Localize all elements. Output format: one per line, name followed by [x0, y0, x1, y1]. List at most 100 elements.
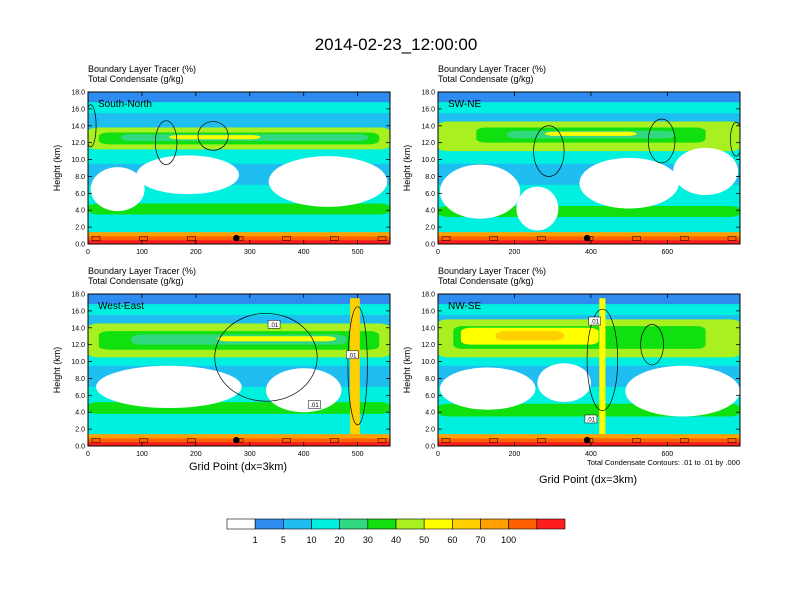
x-tick-label: 400 — [298, 249, 310, 256]
contour-label-1: .01 — [270, 323, 279, 329]
y-tick-label: 14.0 — [71, 325, 85, 332]
surface-contour-box — [377, 236, 387, 241]
x-tick-label: 200 — [190, 451, 202, 458]
y-tick-label: 12.0 — [71, 342, 85, 349]
x-axis-title-right: Grid Point (dx=3km) — [539, 474, 637, 486]
field-layer-top — [88, 113, 390, 130]
surface-contour-box — [187, 236, 196, 241]
panels-group: 0.0 2.0 4.0 6.0 8.0 10.0 12.0 14.0 16.0 18.0 0 100 2… — [52, 64, 741, 458]
colorbar-box-9 — [452, 518, 481, 530]
clear-region-3 — [268, 156, 388, 207]
location-marker — [583, 436, 591, 444]
y-axis-title: Height (km) — [402, 145, 412, 192]
convective-tower-1 — [350, 298, 360, 446]
heatmap-field: .01 .01 — [438, 294, 740, 446]
left-string-tracer: Boundary Layer Tracer (%) — [88, 64, 196, 74]
y-tick-label: 0.0 — [75, 242, 85, 249]
left-string-tracer: Boundary Layer Tracer (%) — [88, 266, 196, 276]
y-tick-label: 18.0 — [71, 90, 85, 97]
colorbar-box-10 — [480, 518, 509, 530]
y-tick-label: 0.0 — [425, 444, 435, 451]
panel-4: .01 .01 0.0 2.0 4.0 6.0 8.0 10.0 12.0 14.0 16.0 18.… — [402, 266, 741, 458]
y-tick-label: 16.0 — [421, 106, 435, 113]
left-string-condensate: Total Condensate (g/kg) — [88, 74, 184, 84]
y-tick-label: 16.0 — [421, 308, 435, 315]
field-layer-cap — [438, 294, 740, 305]
location-marker — [233, 436, 240, 444]
y-axis-title: Height (km) — [52, 347, 62, 394]
colorbar-label: 10 — [306, 535, 316, 545]
panel-label: South-North — [98, 99, 152, 110]
colorbar-label: 60 — [447, 535, 457, 545]
contour-label-1: .01 — [591, 320, 600, 326]
surface-contour-box — [489, 438, 498, 443]
surface-contour-box — [680, 236, 689, 241]
condensate-contour-2 — [647, 118, 676, 164]
contour-label-2: .01 — [587, 417, 596, 423]
field-layer-cap — [88, 92, 390, 103]
left-string-condensate: Total Condensate (g/kg) — [438, 276, 534, 286]
x-tick-label: 0 — [86, 451, 90, 458]
condensate-contour-1 — [533, 125, 565, 177]
colorbar: 1 5 10 20 30 40 50 60 70 100 — [226, 518, 566, 545]
colorbar-box-3 — [283, 518, 312, 530]
clear-region-2 — [516, 186, 559, 231]
surface-contour-box — [441, 438, 451, 443]
colorbar-label: 5 — [281, 535, 286, 545]
colorbar-box-5 — [339, 518, 369, 530]
y-tick-label: 8.0 — [75, 174, 85, 181]
condensate-contour-3 — [730, 122, 740, 157]
surface-contour-box — [282, 438, 291, 443]
x-tick-label: 100 — [136, 451, 148, 458]
field-band-4 — [495, 331, 565, 341]
colorbar-box-1 — [226, 518, 256, 530]
surface-contour-box — [91, 236, 101, 241]
field-band-5 — [88, 203, 390, 215]
y-tick-label: 8.0 — [425, 376, 435, 383]
y-tick-label: 6.0 — [425, 393, 435, 400]
surface-contour-box — [282, 236, 291, 241]
condensate-contour-3 — [88, 104, 97, 148]
y-tick-label: 18.0 — [71, 292, 85, 299]
condensate-contour-1 — [155, 120, 178, 165]
x-tick-label: 200 — [190, 249, 202, 256]
y-tick-label: 12.0 — [421, 342, 435, 349]
y-tick-label: 10.0 — [71, 359, 85, 366]
boundary-layer-crimson — [88, 442, 390, 446]
contour-label-3: .01 — [310, 403, 319, 409]
colorbar-label: 40 — [391, 535, 401, 545]
y-tick-label: 0.0 — [75, 444, 85, 451]
y-tick-label: 18.0 — [421, 90, 435, 97]
boundary-layer-crimson — [438, 240, 740, 244]
condensate-contour-1 — [586, 308, 619, 411]
y-tick-label: 6.0 — [425, 191, 435, 198]
y-tick-label: 8.0 — [425, 174, 435, 181]
heatmap-field — [438, 92, 740, 244]
x-tick-label: 0 — [436, 249, 440, 256]
x-tick-label: 300 — [244, 249, 256, 256]
clear-region-3 — [625, 365, 740, 417]
field-band-5 — [438, 206, 740, 217]
y-tick-label: 14.0 — [71, 123, 85, 130]
surface-contour-box — [632, 236, 641, 241]
surface-contour-box — [632, 438, 641, 443]
field-band-4 — [168, 135, 261, 140]
colorbar-box-11 — [508, 518, 538, 530]
left-string-condensate: Total Condensate (g/kg) — [438, 74, 534, 84]
y-tick-label: 2.0 — [75, 427, 85, 434]
contour-label-box-3 — [308, 400, 321, 409]
x-tick-label: 400 — [585, 249, 597, 256]
x-tick-label: 600 — [662, 249, 674, 256]
contour-label-box-1 — [588, 316, 601, 326]
panel-2: 0.0 2.0 4.0 6.0 8.0 10.0 12.0 14.0 16.0 18.0 0 200 4… — [402, 64, 741, 256]
colorbar-label: 1 — [253, 535, 258, 545]
field-layer-cap — [438, 92, 740, 103]
contour-info-text: Total Condensate Contours: .01 to .01 by… — [587, 458, 740, 467]
surface-contour-box — [187, 438, 196, 443]
plot-frame — [87, 91, 391, 245]
plot-frame — [437, 293, 741, 447]
colorbar-label: 70 — [475, 535, 485, 545]
y-tick-label: 4.0 — [425, 208, 435, 215]
clear-region-1 — [90, 167, 145, 212]
x-tick-label: 500 — [352, 249, 364, 256]
